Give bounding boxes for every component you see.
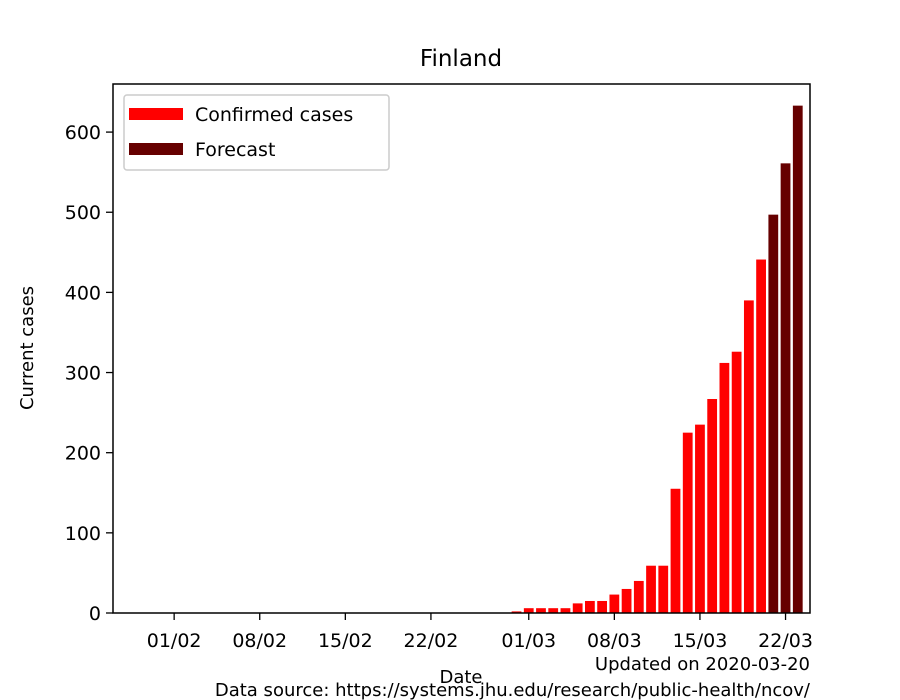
y-axis-ticks: 0 100 200 300 400 500 600 bbox=[65, 122, 113, 625]
bar-confirmed-2020-03-14 bbox=[682, 432, 693, 613]
bar-confirmed-2020-03-04 bbox=[560, 608, 571, 613]
y-tick-label: 100 bbox=[65, 523, 101, 545]
bar-confirmed-2020-03-06 bbox=[585, 600, 595, 613]
x-tick-label: 08/03 bbox=[587, 630, 642, 652]
bar-confirmed-2020-03-01 bbox=[523, 608, 534, 613]
legend-label-confirmed: Confirmed cases bbox=[195, 104, 353, 126]
bar-forecast-2020-03-23 bbox=[792, 105, 803, 613]
y-tick-label: 0 bbox=[89, 603, 101, 625]
bar-confirmed-2020-03-16 bbox=[707, 399, 718, 613]
x-tick-label: 15/02 bbox=[318, 630, 373, 652]
bar-confirmed-2020-03-03 bbox=[548, 608, 559, 613]
y-axis-label: Current cases bbox=[17, 286, 38, 410]
y-tick-label: 200 bbox=[65, 443, 101, 465]
x-tick-label: 08/02 bbox=[232, 630, 287, 652]
bar-forecast-2020-03-21 bbox=[768, 214, 779, 613]
bar-forecast-2020-03-22 bbox=[780, 163, 791, 613]
y-tick-label: 300 bbox=[65, 363, 101, 385]
bar-confirmed-2020-03-08 bbox=[609, 594, 620, 613]
bar-confirmed-2020-03-02 bbox=[536, 608, 546, 613]
legend-label-forecast: Forecast bbox=[195, 139, 275, 161]
x-tick-label: 22/03 bbox=[758, 630, 813, 652]
x-tick-label: 01/03 bbox=[501, 630, 556, 652]
y-tick-label: 400 bbox=[65, 282, 101, 304]
bar-confirmed-2020-03-13 bbox=[670, 488, 681, 613]
data-source-note: Data source: https://systems.jhu.edu/res… bbox=[215, 680, 811, 700]
bar-confirmed-2020-03-11 bbox=[646, 565, 656, 613]
bar-confirmed-2020-03-17 bbox=[719, 362, 730, 613]
bar-confirmed-2020-03-10 bbox=[633, 580, 644, 613]
x-axis-label: Date bbox=[439, 667, 482, 688]
x-tick-label: 15/03 bbox=[673, 630, 728, 652]
y-tick-label: 600 bbox=[65, 122, 101, 144]
x-tick-label: 22/02 bbox=[404, 630, 459, 652]
bar-confirmed-2020-03-18 bbox=[731, 351, 742, 613]
legend-swatch-confirmed bbox=[129, 108, 183, 120]
bar-confirmed-2020-03-19 bbox=[743, 300, 754, 613]
legend-swatch-forecast bbox=[129, 143, 183, 155]
bar-confirmed-2020-02-29 bbox=[511, 611, 522, 613]
legend-box bbox=[123, 94, 390, 171]
plot-frame bbox=[112, 83, 811, 614]
updated-note: Updated on 2020-03-20 bbox=[595, 654, 810, 675]
bars bbox=[511, 105, 803, 613]
bar-confirmed-2020-03-20 bbox=[756, 259, 766, 613]
chart-title: Finland bbox=[420, 46, 502, 72]
bar-confirmed-2020-03-05 bbox=[572, 603, 583, 613]
bar-confirmed-2020-03-12 bbox=[658, 565, 669, 613]
x-tick-label: 01/02 bbox=[147, 630, 202, 652]
legend: Confirmed cases Forecast bbox=[123, 94, 390, 171]
bar-confirmed-2020-03-07 bbox=[597, 600, 608, 613]
x-axis-ticks: 01/02 08/02 15/02 22/02 01/03 08/03 15/03 22/03 bbox=[147, 613, 813, 652]
bar-confirmed-2020-03-15 bbox=[695, 424, 705, 613]
bar-confirmed-2020-03-09 bbox=[621, 588, 632, 613]
y-tick-label: 500 bbox=[65, 202, 101, 224]
